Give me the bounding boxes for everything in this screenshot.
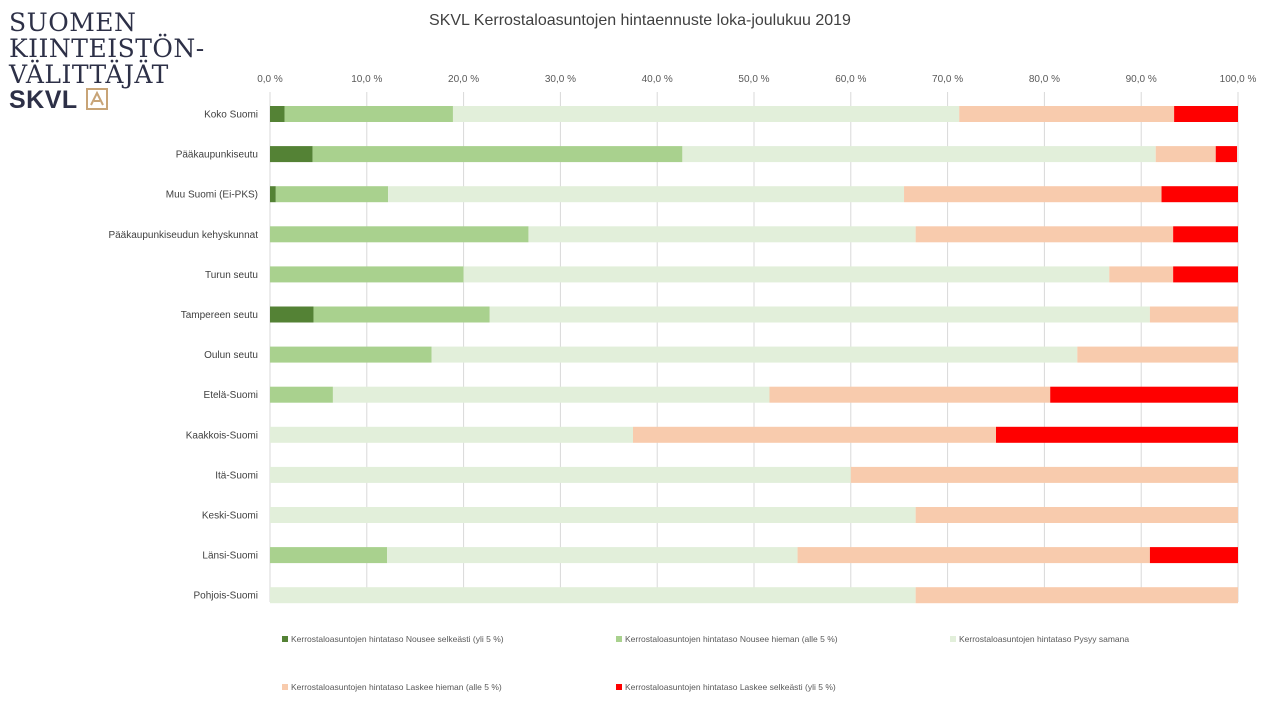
skvl-logo: SUOMEN KIINTEISTÖN- VÄLITTÄJÄT SKVL <box>0 0 204 126</box>
bar-segment <box>312 146 683 163</box>
bar-segment <box>270 507 916 523</box>
bar-segment <box>275 186 389 203</box>
bar-segment <box>528 226 916 243</box>
category-label: Muu Suomi (Ei-PKS) <box>166 190 258 201</box>
bar-segment <box>1149 306 1238 323</box>
bar-segment <box>270 346 432 363</box>
bar-segment <box>489 306 1150 323</box>
bar-segment <box>1173 266 1238 283</box>
category-label: Pääkaupunkiseutu <box>176 150 258 161</box>
x-tick-label: 60,0 % <box>835 74 866 85</box>
bar-segment <box>313 306 490 323</box>
category-label: Turun seutu <box>205 270 258 281</box>
bar-segment <box>1109 266 1174 283</box>
x-tick-label: 10,0 % <box>351 74 382 85</box>
category-label: Koko Suomi <box>204 110 258 121</box>
bar-segment <box>797 547 1150 564</box>
bar-segment <box>959 106 1175 122</box>
bar-segment <box>915 587 1238 604</box>
bar-segment <box>284 106 453 122</box>
legend-item: Kerrostaloasuntojen hintataso Laskee hie… <box>282 682 502 692</box>
bar-segment <box>270 587 916 604</box>
bar-segment <box>682 146 1156 163</box>
legend-swatch <box>282 684 288 690</box>
house-icon <box>86 88 108 110</box>
bar-segment <box>270 306 314 323</box>
x-tick-label: 80,0 % <box>1029 74 1060 85</box>
category-label: Itä-Suomi <box>215 470 258 481</box>
bar-segment <box>270 466 851 483</box>
chart-title: SKVL Kerrostaloasuntojen hintaennuste lo… <box>429 12 851 29</box>
bar-segment <box>332 386 770 403</box>
legend-swatch <box>282 636 288 642</box>
legend-label: Kerrostaloasuntojen hintataso Pysyy sama… <box>959 634 1130 644</box>
logo-brand: SKVL <box>9 86 78 114</box>
legend-label: Kerrostaloasuntojen hintataso Nousee sel… <box>291 634 504 644</box>
x-tick-label: 40,0 % <box>642 74 673 85</box>
bar-segment <box>850 466 1238 483</box>
bar-segment <box>431 346 1078 363</box>
category-label: Tampereen seutu <box>181 310 258 321</box>
category-label: Oulun seutu <box>204 350 258 361</box>
bar-segment <box>270 266 464 283</box>
logo-line-3: VÄLITTÄJÄT <box>9 60 169 89</box>
bar-segment <box>633 426 996 443</box>
legend-item: Kerrostaloasuntojen hintataso Nousee hie… <box>616 634 838 644</box>
bar-segment <box>270 146 313 163</box>
bar-segment <box>270 386 333 403</box>
logo-line-2: KIINTEISTÖN- <box>9 34 205 63</box>
bar-segment <box>1050 386 1238 403</box>
bar-segment <box>996 426 1238 443</box>
legend-swatch <box>616 636 622 642</box>
legend-label: Kerrostaloasuntojen hintataso Laskee hie… <box>291 682 502 692</box>
bar-segment <box>270 106 285 122</box>
x-tick-label: 30,0 % <box>545 74 576 85</box>
bar-segment <box>463 266 1110 283</box>
bar-segment <box>452 106 960 122</box>
legend-item: Kerrostaloasuntojen hintataso Pysyy sama… <box>950 634 1129 644</box>
bar-segment <box>769 386 1051 403</box>
bar-segment <box>1215 146 1238 163</box>
bar-segment <box>270 226 529 243</box>
bar-segment <box>270 426 633 443</box>
bar-segment <box>270 186 276 203</box>
bar-segment <box>915 226 1174 243</box>
x-tick-label: 100,0 % <box>1220 74 1257 85</box>
category-label: Etelä-Suomi <box>204 390 258 401</box>
x-tick-label: 20,0 % <box>448 74 479 85</box>
bar-segment <box>1161 186 1238 203</box>
bar-segment <box>1173 226 1238 243</box>
bar-segment <box>915 507 1238 523</box>
bar-segment <box>270 547 388 564</box>
bar-segment <box>1155 146 1216 163</box>
logo-line-1: SUOMEN <box>9 8 137 37</box>
category-label: Pääkaupunkiseudun kehyskunnat <box>108 230 258 241</box>
x-tick-label: 0,0 % <box>257 74 283 85</box>
bar-segment <box>1174 106 1238 122</box>
category-label: Pohjois-Suomi <box>194 591 258 602</box>
legend-swatch <box>616 684 622 690</box>
bar-segment <box>388 186 905 203</box>
x-tick-label: 90,0 % <box>1126 74 1157 85</box>
legend-item: Kerrostaloasuntojen hintataso Laskee sel… <box>616 682 836 692</box>
legend-label: Kerrostaloasuntojen hintataso Nousee hie… <box>625 634 838 644</box>
legend-label: Kerrostaloasuntojen hintataso Laskee sel… <box>625 682 836 692</box>
legend-item: Kerrostaloasuntojen hintataso Nousee sel… <box>282 634 504 644</box>
bar-segment <box>904 186 1162 203</box>
bar-segment <box>387 547 798 564</box>
bar-segment <box>1077 346 1238 363</box>
category-label: Kaakkois-Suomi <box>186 430 258 441</box>
x-tick-label: 50,0 % <box>738 74 769 85</box>
category-label: Keski-Suomi <box>202 511 258 522</box>
bar-segment <box>1149 547 1238 564</box>
x-tick-label: 70,0 % <box>932 74 963 85</box>
legend-swatch <box>950 636 956 642</box>
category-label: Länsi-Suomi <box>202 551 258 562</box>
